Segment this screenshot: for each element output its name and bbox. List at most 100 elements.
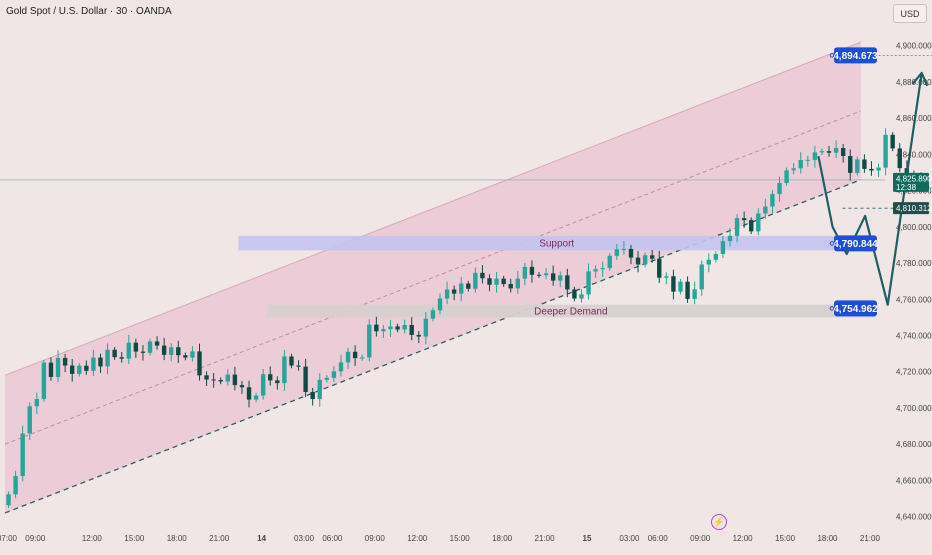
candle-body (423, 318, 429, 337)
candle-body (487, 278, 492, 285)
candle-body (444, 289, 450, 299)
candle-body (303, 366, 308, 392)
support-price-label-dot (829, 241, 835, 246)
candle-body (515, 278, 520, 289)
candle-body (614, 249, 620, 256)
candle-body (84, 365, 89, 371)
candle-body (275, 380, 280, 384)
candle-body (77, 365, 82, 374)
candle-body (826, 151, 832, 153)
support-price-label-bg (834, 235, 877, 252)
candle-body (225, 374, 230, 382)
axes-layer: 4,640.000 4,660.000 4,680.000 4,700.000 4,72… (0, 42, 932, 543)
candle-body (685, 281, 690, 299)
x-tick-label: 12:00 (82, 534, 103, 543)
candle-body (812, 152, 818, 160)
projection-layer: 4,894.673 4,790.844 4,754.962 (817, 47, 932, 317)
y-tick-label: 4,860.000 (896, 114, 932, 123)
currency-button[interactable]: USD (893, 4, 927, 23)
candle-body (565, 275, 570, 290)
candle-body (239, 385, 245, 388)
candle-body (855, 159, 860, 173)
candle-body (819, 151, 825, 153)
demand-price-label: 4,754.962 (833, 304, 878, 315)
candle-body (890, 134, 895, 149)
candle-body (678, 281, 683, 292)
candle-body (105, 349, 110, 367)
x-tick-label: 15:00 (775, 534, 796, 543)
candle-body (331, 371, 337, 378)
x-tick-label: 06:00 (648, 534, 669, 543)
lightning-icon[interactable]: ⚡ (711, 514, 727, 530)
candle-body (713, 253, 719, 260)
x-tick-label: 14 (257, 534, 266, 543)
candle-body (536, 274, 542, 276)
x-tick-label: 18:00 (492, 534, 513, 543)
candle-body (550, 273, 556, 281)
candle-body (543, 273, 549, 276)
demand-price-label-dot (829, 306, 835, 311)
x-tick-label: 15:00 (124, 534, 145, 543)
y-tick-label: 4,900.000 (896, 42, 932, 51)
level-tag: 4,810.312 (896, 204, 932, 213)
candle-body (897, 148, 902, 169)
candle-body (190, 351, 195, 358)
candle-body (777, 182, 782, 195)
candle-body (437, 298, 443, 311)
channel-lower-line (4, 179, 862, 514)
x-tick-label: 12:00 (733, 534, 754, 543)
x-tick-label: 15 (583, 534, 592, 543)
x-tick-label: 21:00 (860, 534, 881, 543)
candle-body (805, 159, 810, 161)
candle-body (798, 159, 803, 169)
candle-body (720, 241, 726, 254)
candle-body (218, 380, 223, 382)
support-zone-label: Support (539, 239, 574, 250)
candle-body (862, 159, 867, 169)
candle-body (699, 264, 704, 290)
x-tick-label: 03:00 (294, 534, 315, 543)
y-tick-label: 4,720.000 (896, 368, 932, 377)
candle-body (741, 218, 747, 221)
candle-body (607, 255, 612, 269)
candle-body (586, 271, 591, 295)
channel-layer: Support Deeper Demand (0, 41, 885, 514)
channel-mid-line (4, 110, 862, 445)
y-tick-label: 4,640.000 (896, 513, 932, 522)
y-tick-label: 4,800.000 (896, 223, 932, 232)
candle-body (473, 272, 478, 289)
chart-title: Gold Spot / U.S. Dollar · 30 · OANDA (6, 6, 172, 17)
candle-body (6, 494, 11, 506)
candle-body (749, 220, 754, 232)
candle-body (183, 355, 188, 358)
candle-body (20, 433, 25, 477)
level-tag-bg (893, 202, 929, 215)
candle-body (600, 268, 605, 270)
candle-body (593, 269, 598, 272)
candle-body (62, 357, 68, 366)
y-tick-label: 4,760.000 (896, 295, 932, 304)
candle-body (402, 324, 407, 330)
x-tick-label: 07:00 (0, 534, 18, 543)
candle-body (147, 341, 153, 353)
candle-body (657, 258, 662, 278)
target-label-bg (834, 47, 877, 64)
candle-body (282, 356, 287, 384)
candle-body (289, 356, 294, 366)
channel-upper-line (4, 41, 862, 376)
candle-body (451, 289, 457, 294)
candle-body (628, 248, 634, 258)
candle-body (112, 349, 117, 358)
candle-body (692, 289, 697, 299)
candle-body (13, 476, 18, 495)
candle-body (360, 357, 365, 359)
candle-body (409, 324, 414, 335)
candle-body (869, 168, 874, 171)
candle-body (352, 351, 358, 359)
candle-body (169, 347, 174, 355)
candle-body (91, 357, 96, 371)
candle-body (840, 148, 846, 157)
candle-body (140, 351, 146, 353)
